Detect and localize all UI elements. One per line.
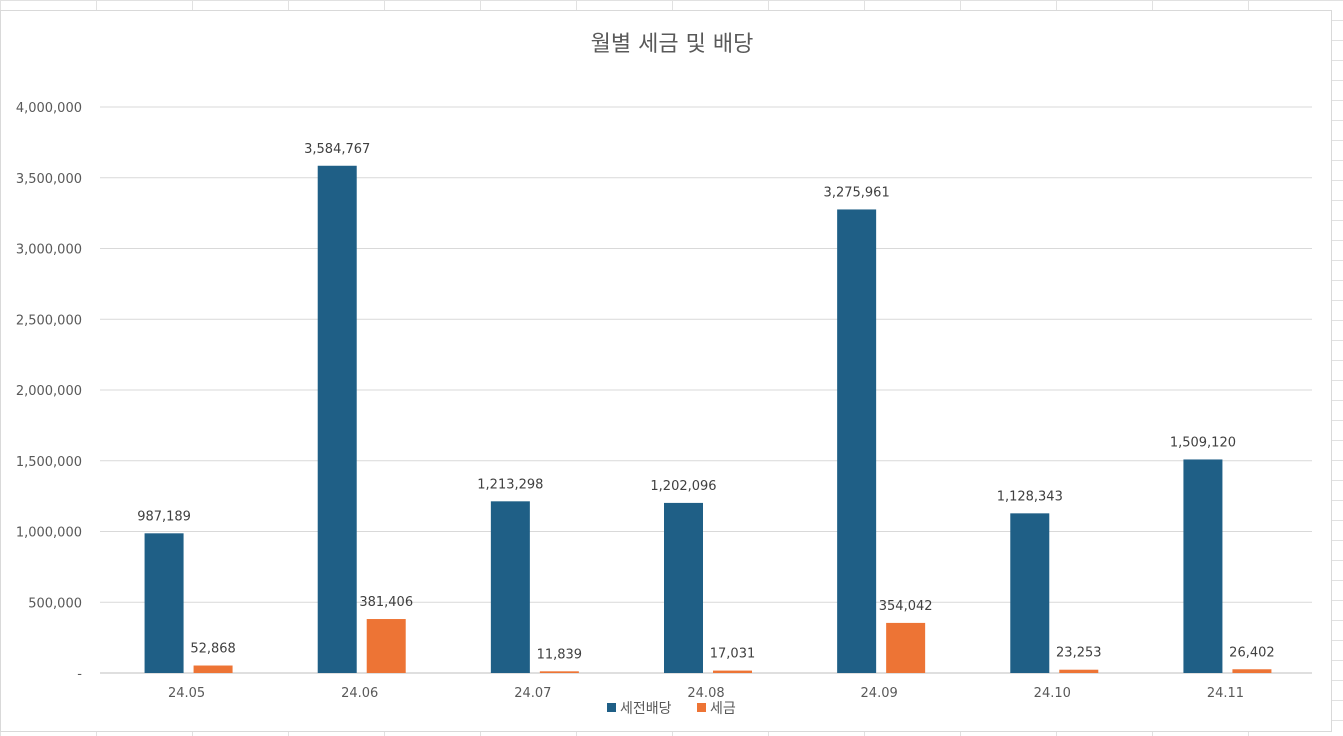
data-label: 52,868: [190, 642, 236, 657]
legend-label-pretax-dividend: 세전배당: [620, 701, 672, 717]
y-tick-label: 1,000,000: [16, 526, 82, 541]
x-tick-label: 24.05: [168, 686, 205, 701]
data-label: 3,584,767: [304, 142, 370, 157]
bar-pretax-dividend: [490, 501, 530, 673]
y-tick-label: -: [77, 667, 82, 682]
data-label: 354,042: [879, 599, 933, 614]
bar-pretax-dividend: [144, 533, 184, 673]
legend: 세전배당 세금: [607, 701, 736, 717]
x-axis-ticks: 24.05 24.06 24.07 24.08 24.09 24.10 24.11: [168, 686, 1244, 701]
bar-pretax-dividend: [317, 165, 357, 673]
data-label: 1,128,343: [997, 489, 1063, 504]
bar-tax: [193, 665, 233, 673]
bar-pretax-dividend: [1010, 513, 1050, 673]
bar-tax: [886, 622, 926, 673]
chart-title: 월별 세금 및 배당: [591, 32, 754, 57]
data-label: 23,253: [1056, 646, 1102, 661]
y-axis-ticks: - 500,000 1,000,000 1,500,000 2,000,000 2,500…: [16, 101, 82, 682]
y-tick-label: 2,500,000: [16, 313, 82, 328]
bars: [144, 165, 1272, 673]
x-tick-label: 24.10: [1034, 686, 1071, 701]
y-tick-label: 2,000,000: [16, 384, 82, 399]
data-labels: 987,189 52,868 3,584,767 381,406 1,213,298 11…: [137, 142, 1274, 663]
legend-label-tax: 세금: [710, 701, 736, 717]
data-label: 381,406: [359, 595, 413, 610]
x-tick-label: 24.06: [341, 686, 378, 701]
bar-tax: [713, 670, 752, 673]
y-tick-label: 1,500,000: [16, 455, 82, 470]
data-label: 26,402: [1229, 645, 1275, 660]
x-tick-label: 24.07: [514, 686, 551, 701]
y-tick-label: 500,000: [28, 596, 82, 611]
bar-tax: [1059, 669, 1099, 673]
data-label: 11,839: [537, 647, 583, 662]
gridlines: [100, 106, 1312, 674]
legend-swatch-tax: [697, 703, 706, 712]
data-label: 3,275,961: [824, 185, 890, 200]
data-label: 1,213,298: [477, 477, 543, 492]
y-tick-label: 4,000,000: [16, 101, 82, 116]
bar-pretax-dividend: [837, 209, 877, 673]
bar-pretax-dividend: [664, 502, 703, 673]
data-label: 17,031: [710, 647, 756, 662]
bar-pretax-dividend: [1183, 459, 1223, 673]
bar-tax: [1232, 669, 1272, 673]
legend-swatch-pretax-dividend: [607, 703, 616, 712]
data-label: 1,509,120: [1170, 435, 1236, 450]
x-tick-label: 24.08: [687, 686, 724, 701]
y-tick-label: 3,000,000: [16, 243, 82, 258]
x-tick-label: 24.09: [861, 686, 898, 701]
y-tick-label: 3,500,000: [16, 172, 82, 187]
x-tick-label: 24.11: [1207, 686, 1244, 701]
bar-tax: [539, 671, 579, 673]
data-label: 987,189: [137, 509, 191, 524]
bar-tax: [366, 619, 406, 673]
data-label: 1,202,096: [650, 479, 716, 494]
